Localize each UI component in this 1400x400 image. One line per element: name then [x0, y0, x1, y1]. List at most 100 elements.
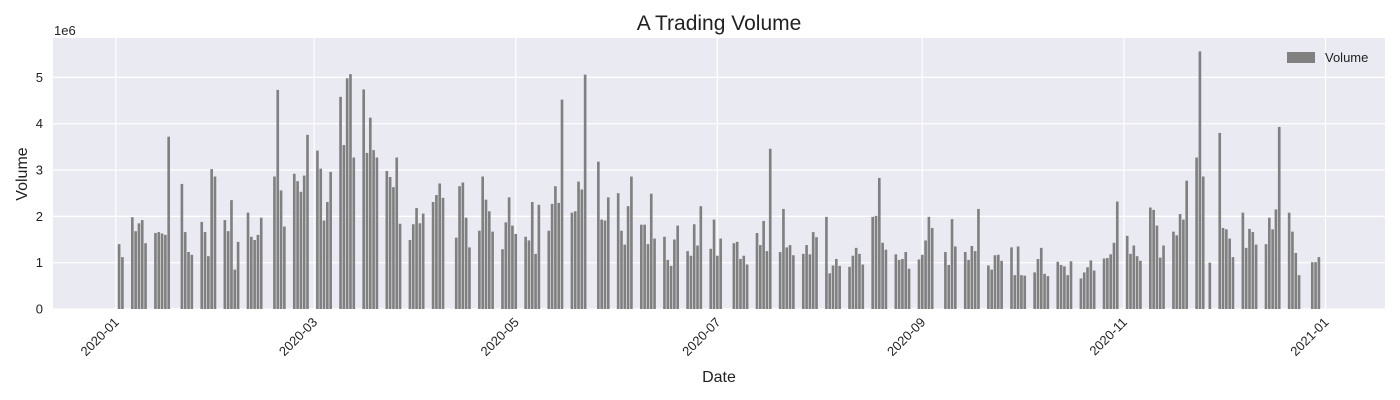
volume-bar [924, 240, 927, 309]
volume-bar [1063, 266, 1066, 309]
volume-bar [187, 252, 190, 309]
volume-bar [917, 259, 921, 309]
volume-bar [1010, 247, 1013, 309]
volume-bars [117, 51, 1321, 310]
volume-bar [279, 190, 283, 309]
volume-bar [1228, 238, 1231, 309]
volume-bar [630, 176, 633, 309]
volume-bar [755, 233, 759, 309]
volume-bar [368, 117, 372, 309]
volume-bar [524, 236, 527, 309]
volume-bar [1291, 231, 1294, 309]
volume-bar [1135, 256, 1139, 309]
volume-bar [987, 265, 990, 309]
x-gridlines [115, 38, 1327, 309]
volume-bar [1155, 225, 1159, 309]
volume-bar [663, 236, 666, 309]
volume-bar [253, 239, 256, 309]
volume-bar [560, 99, 564, 309]
volume-bar [1267, 217, 1271, 309]
volume-bar [226, 231, 230, 309]
volume-bar [716, 255, 719, 309]
volume-bar [236, 241, 240, 309]
volume-bar [1033, 272, 1036, 309]
volume-bar [1251, 232, 1255, 309]
volume-bar [580, 189, 584, 309]
volume-bar [1036, 258, 1040, 309]
volume-bar [441, 197, 445, 309]
volume-bar [745, 264, 749, 309]
volume-bar [1013, 275, 1017, 309]
volume-bar [577, 181, 580, 309]
volume-bar [782, 208, 785, 309]
y-tick-label: 0 [36, 302, 43, 317]
volume-bar [464, 217, 468, 309]
volume-bar [1000, 260, 1003, 309]
volume-bar [970, 245, 974, 309]
volume-bar [838, 265, 841, 309]
x-tick-label: 2020-05 [478, 315, 522, 359]
volume-bar [709, 248, 713, 309]
volume-bar [825, 216, 828, 309]
volume-bar [583, 74, 587, 309]
volume-bar [848, 266, 851, 309]
volume-bar [223, 220, 227, 309]
volume-bar [996, 254, 1000, 309]
volume-bar [487, 211, 491, 309]
volume-bar [1106, 258, 1109, 309]
volume-bar [435, 195, 438, 309]
volume-bar [1185, 180, 1189, 309]
volume-bar [273, 176, 276, 309]
volume-bar [388, 176, 392, 309]
x-tick-label: 2020-03 [276, 315, 320, 359]
volume-bar [815, 237, 818, 309]
y-tick-label: 4 [36, 116, 43, 131]
volume-bar [990, 269, 994, 309]
volume-bar [468, 247, 471, 309]
volume-bar [1317, 257, 1321, 309]
volume-bar [131, 217, 134, 309]
volume-bar [805, 245, 808, 309]
volume-bar [1287, 212, 1291, 309]
x-tick-label: 2020-11 [1086, 315, 1130, 359]
volume-bar [686, 251, 689, 309]
volume-bar [811, 232, 815, 309]
x-tick-label: 2020-01 [78, 315, 122, 359]
volume-bar [365, 152, 369, 309]
volume-bar [1198, 51, 1202, 309]
volume-bar [858, 253, 861, 309]
volume-bar [947, 264, 951, 309]
volume-bar [283, 226, 286, 309]
volume-bar [418, 223, 422, 309]
volume-bar [395, 157, 399, 309]
volume-bar [692, 224, 696, 309]
volume-bar [137, 223, 141, 309]
volume-bar [514, 233, 518, 309]
volume-bar [963, 252, 967, 309]
volume-bar [719, 238, 722, 309]
volume-bar [246, 212, 250, 309]
volume-bar [735, 241, 739, 309]
volume-bar [620, 230, 623, 309]
volume-bar [557, 202, 561, 309]
volume-bar [547, 230, 551, 309]
volume-bar [904, 252, 908, 309]
volume-bar [200, 221, 204, 309]
volume-bar [831, 265, 835, 309]
volume-bar [1149, 207, 1152, 309]
volume-bar [491, 231, 494, 309]
volume-bar [256, 234, 260, 309]
volume-bar [861, 264, 865, 309]
volume-bar [732, 243, 736, 309]
volume-bar [927, 216, 931, 309]
volume-bar [213, 176, 217, 309]
volume-bar [626, 206, 630, 309]
volume-bar [1059, 264, 1063, 309]
y-scale-label: 1e6 [54, 23, 76, 38]
volume-bar [1221, 227, 1225, 309]
volume-bar [1129, 253, 1132, 309]
volume-bar [785, 247, 789, 309]
volume-bar [484, 199, 488, 309]
volume-bar [944, 252, 947, 309]
